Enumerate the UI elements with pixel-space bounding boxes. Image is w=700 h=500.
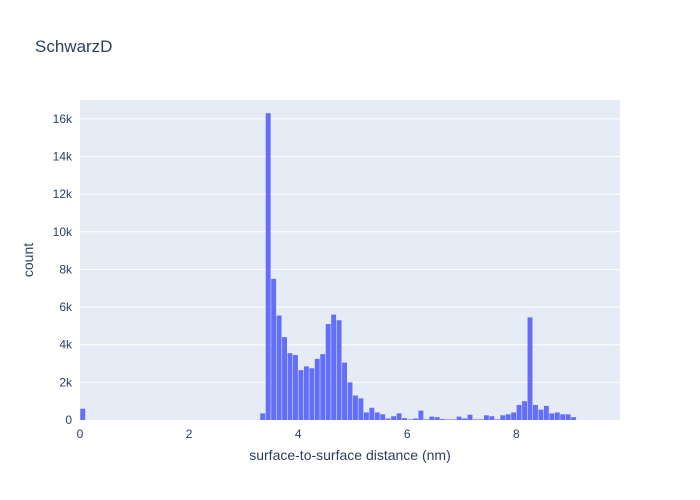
y-tick-label: 4k	[59, 338, 73, 352]
y-axis-ticks: 0 2k 4k 6k 8k 10k 12k 14k 16k	[53, 112, 73, 427]
histogram-bar	[391, 416, 397, 420]
histogram-bar	[549, 413, 555, 420]
y-tick-label: 0	[65, 413, 72, 427]
histogram-bar	[554, 412, 560, 420]
histogram-bar	[271, 278, 277, 420]
x-tick-label: 6	[404, 427, 411, 441]
y-tick-label: 8k	[59, 262, 73, 276]
histogram-bar	[478, 419, 484, 420]
histogram-bar	[331, 314, 337, 420]
histogram-bar	[456, 416, 462, 420]
histogram-bar	[347, 382, 353, 420]
histogram-bar	[462, 418, 467, 420]
histogram-bar	[571, 417, 577, 420]
y-tick-label: 16k	[53, 112, 73, 126]
x-tick-label: 0	[77, 427, 84, 441]
histogram-bar	[396, 413, 402, 420]
histogram-bar	[543, 405, 549, 420]
histogram-bar	[489, 416, 495, 420]
histogram-bar	[380, 414, 386, 420]
histogram-bar	[314, 358, 320, 420]
histogram-bar	[320, 354, 326, 420]
y-axis-label: count	[20, 243, 36, 277]
histogram-bar	[407, 419, 413, 420]
histogram-bar	[522, 401, 527, 420]
histogram-bar	[418, 410, 424, 420]
histogram-bar	[516, 404, 522, 420]
histogram-bar	[303, 366, 309, 420]
y-tick-label: 14k	[53, 149, 73, 163]
histogram-bar	[325, 324, 331, 420]
x-tick-label: 4	[295, 427, 302, 441]
y-tick-label: 6k	[59, 300, 73, 314]
histogram-bar	[402, 418, 407, 420]
y-tick-label: 12k	[53, 187, 73, 201]
histogram-bar	[500, 415, 506, 420]
histogram-bar	[533, 404, 538, 420]
x-axis-label: surface-to-surface distance (nm)	[249, 447, 451, 463]
plot-area	[80, 100, 620, 420]
histogram-bar	[451, 419, 457, 420]
x-tick-label: 2	[186, 427, 193, 441]
histogram-bar	[429, 416, 435, 420]
histogram-bar	[80, 408, 86, 420]
y-tick-label: 10k	[53, 225, 73, 239]
histogram-bar	[276, 315, 282, 420]
x-tick-label: 8	[513, 427, 520, 441]
histogram-bar	[413, 418, 418, 420]
histogram-bar	[265, 113, 271, 421]
chart-title: SchwarzD	[35, 37, 112, 56]
histogram-bar	[353, 395, 358, 420]
histogram-bar	[309, 368, 315, 420]
x-axis-ticks: 0 2 4 6 8	[77, 427, 520, 441]
histogram-bar	[434, 417, 440, 420]
histogram-bar	[440, 419, 446, 420]
histogram-bar	[282, 337, 287, 420]
histogram-bar	[560, 414, 566, 420]
histogram-bar	[374, 412, 380, 420]
histogram-bar	[293, 355, 298, 420]
histogram-bar	[494, 419, 500, 420]
histogram-bar	[483, 415, 489, 420]
histogram-bar	[336, 320, 342, 420]
histogram-bar	[527, 317, 533, 420]
histogram-bar	[260, 413, 266, 420]
histogram-bar	[445, 419, 451, 420]
histogram-bar	[363, 412, 369, 420]
histogram-bar	[505, 414, 511, 420]
histogram-bar	[358, 398, 364, 420]
histogram-bar	[342, 362, 347, 420]
histogram-bar	[538, 409, 544, 420]
histogram-bar	[423, 419, 429, 420]
histogram-bar	[473, 419, 478, 420]
histogram-bar	[287, 353, 293, 420]
y-gridlines	[80, 118, 620, 383]
bars-group	[80, 113, 577, 421]
histogram-bar	[385, 418, 391, 420]
histogram-bar	[565, 414, 571, 420]
histogram-bar	[369, 407, 375, 420]
histogram-bar	[467, 414, 473, 420]
histogram-bar	[298, 370, 304, 420]
histogram-bar	[511, 412, 517, 420]
y-tick-label: 2k	[59, 375, 73, 389]
